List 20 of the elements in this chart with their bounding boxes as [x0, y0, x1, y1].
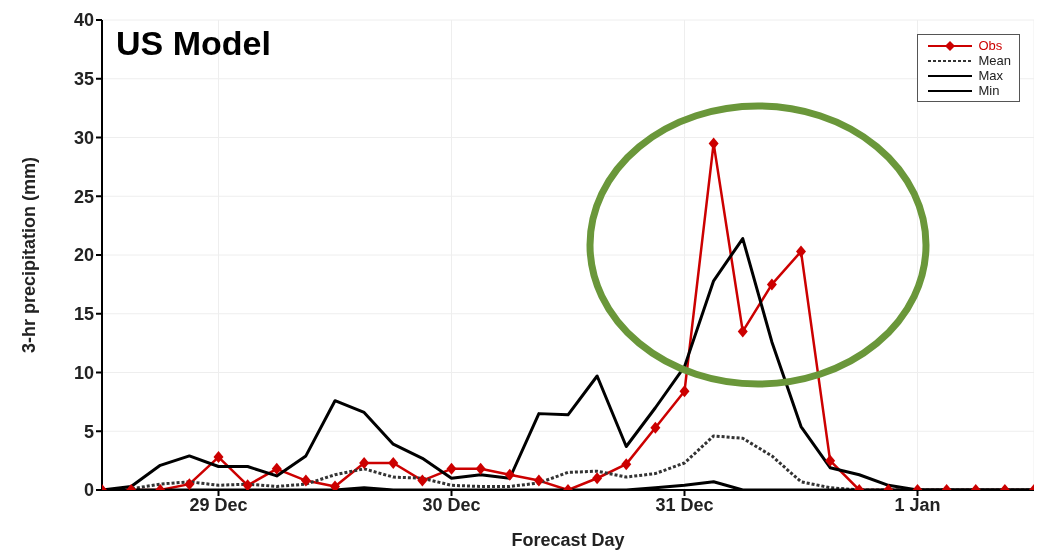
legend-label: Min [978, 83, 1000, 98]
y-tick-label: 15 [73, 304, 94, 325]
x-tick-label: 31 Dec [655, 494, 714, 515]
y-tick-label: 0 [83, 480, 94, 501]
chart-title: US Model [116, 24, 271, 62]
x-tick-label: 29 Dec [189, 494, 248, 515]
y-tick-label: 40 [73, 10, 94, 31]
x-axis-title: Forecast Day [511, 530, 625, 550]
y-tick-label: 10 [73, 362, 94, 383]
y-tick-label: 20 [73, 245, 94, 266]
y-tick-label: 35 [73, 69, 94, 90]
legend-label: Obs [978, 38, 1003, 53]
legend-label: Max [978, 68, 1004, 83]
y-tick-label: 5 [83, 421, 94, 442]
x-tick-label: 30 Dec [422, 494, 481, 515]
x-tick-label: 1 Jan [894, 494, 941, 515]
legend-label: Mean [978, 53, 1011, 68]
y-axis-title: 3-hr precipitation (mm) [18, 156, 39, 354]
y-tick-label: 30 [73, 127, 94, 148]
y-tick-label: 25 [73, 186, 94, 207]
